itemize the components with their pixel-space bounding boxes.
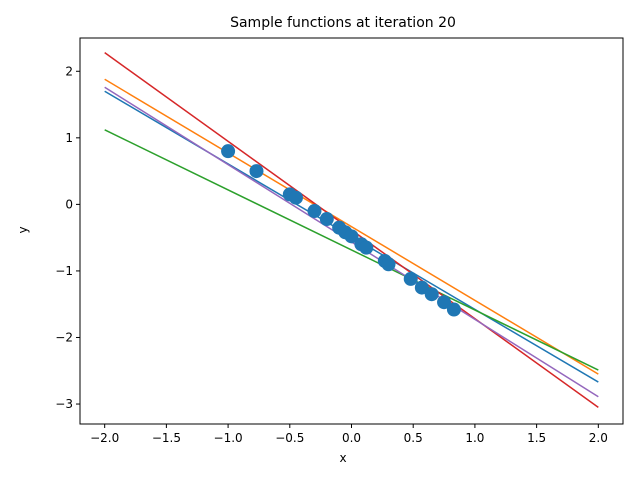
scatter-points: [221, 144, 461, 317]
x-tick-label: 1.5: [527, 431, 546, 445]
x-tick-label: 2.0: [589, 431, 608, 445]
scatter-point: [344, 229, 359, 244]
x-tick-label: −1.5: [152, 431, 181, 445]
chart-title: Sample functions at iteration 20: [230, 15, 456, 31]
series-line-3: [104, 129, 599, 371]
x-axis-label: x: [339, 451, 346, 465]
y-axis-ticks: 2 1 0 −1 −2 −3: [55, 64, 80, 411]
scatter-point: [319, 212, 334, 227]
y-tick-label: −2: [55, 330, 73, 344]
scatter-point: [381, 257, 396, 272]
y-tick-label: −1: [55, 264, 73, 278]
x-tick-label: −1.0: [214, 431, 243, 445]
y-tick-label: 2: [65, 64, 73, 78]
scatter-point: [307, 204, 322, 219]
y-axis-label: y: [16, 226, 30, 233]
scatter-point: [403, 271, 418, 286]
scatter-point: [288, 190, 303, 205]
series-line-2: [104, 78, 599, 375]
x-tick-label: −0.5: [275, 431, 304, 445]
scatter-point: [446, 302, 461, 317]
y-tick-label: 0: [65, 197, 73, 211]
x-tick-label: 0.5: [404, 431, 423, 445]
scatter-point: [359, 240, 374, 255]
x-tick-label: 0.0: [342, 431, 361, 445]
x-tick-label: −2.0: [90, 431, 119, 445]
scatter-point: [437, 295, 452, 310]
y-tick-label: 1: [65, 131, 73, 145]
x-tick-label: 1.0: [465, 431, 484, 445]
scatter-point: [249, 164, 264, 179]
scatter-point: [414, 280, 429, 295]
scatter-point: [424, 287, 439, 302]
scatter-point: [221, 144, 236, 159]
x-axis-ticks: −2.0 −1.5 −1.0 −0.5 0.0 0.5 1.0 1.5 2.0: [90, 424, 608, 445]
y-tick-label: −3: [55, 397, 73, 411]
